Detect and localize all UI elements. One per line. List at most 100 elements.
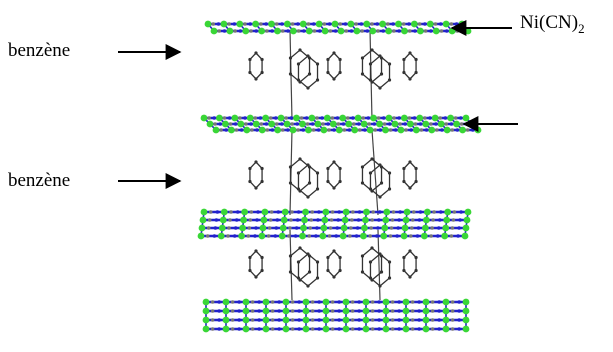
nicn-layer-4 [202, 298, 470, 333]
layer-3-ni-atom [363, 208, 370, 216]
layer-3-cn-atom [226, 234, 230, 238]
layer-4-cn-atom [370, 300, 375, 304]
benzene-layer-2-carbon-atom [332, 160, 336, 164]
layer-2-cn-atom [234, 128, 239, 132]
layer-2-cn-atom [296, 128, 300, 132]
benzene-layer-2-carbon-atom [402, 166, 406, 171]
layer-3-cn-atom [288, 226, 292, 230]
benzene-layer-2-carbon-atom [378, 195, 382, 199]
layer-1-ni-atom [220, 20, 228, 28]
layer-3-cn-atom [328, 226, 333, 230]
benzene-layer-3-carbon-atom [402, 268, 406, 273]
benzene-layer-1-carbon-atom [248, 57, 252, 62]
layer-1-ni-atom [385, 27, 393, 35]
layer-3-cn-atom [389, 226, 394, 230]
layer-3-cn-atom [208, 210, 213, 214]
benzene-layer-3-carbon-atom [414, 255, 418, 260]
layer-3-cn-atom [269, 210, 274, 214]
layer-2-cn-atom [413, 122, 418, 126]
layer-1-cn-atom [296, 22, 300, 26]
layer-3-ni-atom [238, 232, 246, 240]
layer-1-cn-atom [413, 29, 417, 33]
layer-4-ni-atom [462, 307, 470, 315]
layer-4-cn-atom [437, 309, 442, 313]
layer-2-ni-atom [277, 114, 285, 122]
layer-4-ni-atom [342, 325, 350, 333]
layer-4-cn-atom [297, 318, 302, 322]
layer-2-ni-atom [437, 120, 445, 128]
benzene-layer-2-carbon-atom [315, 171, 320, 175]
layer-4-cn-atom [290, 309, 295, 313]
layer-4-ni-atom [322, 307, 330, 315]
layer-3-cn-atom [409, 226, 414, 230]
layer-1-cn-atom [460, 29, 465, 33]
layer-3-cn-atom [267, 226, 272, 230]
benzene-layer-3-carbon-atom [306, 284, 310, 288]
benzene-layer-1-carbon-atom [370, 48, 374, 52]
benzene-layer-2-ring [327, 161, 341, 189]
layer-3-cn-atom [246, 234, 251, 238]
layer-4-cn-atom [237, 327, 241, 331]
layer-4-ni-atom [282, 316, 290, 324]
layer-4-ni-atom [322, 325, 330, 333]
layer-2-cn-atom [351, 116, 355, 120]
layer-1-cn-atom [333, 29, 338, 33]
layer-4-ni-atom [222, 307, 230, 315]
layer-4-cn-atom [357, 318, 362, 322]
benzene-layer-3-carbon-atom [360, 254, 365, 258]
layer-2-cn-atom [440, 128, 444, 132]
layer-2-ni-atom [243, 126, 251, 134]
layer-3-cn-atom [316, 218, 320, 222]
layer-4-ni-atom [262, 316, 270, 324]
layer-3-cn-atom [276, 210, 281, 214]
layer-2-cn-atom [222, 116, 227, 120]
layer-3-cn-atom [310, 210, 315, 214]
benzene-layer-1-carbon-atom [387, 62, 392, 66]
layer-3-cn-atom [375, 234, 379, 238]
layer-3-cn-atom [206, 226, 211, 230]
benzene-layer-2-carbon-atom [338, 179, 342, 184]
layer-2-cn-atom [351, 122, 356, 126]
benzene-layer-1-carbon-atom [307, 72, 312, 76]
layer-3-ni-atom [199, 216, 207, 224]
layer-3-cn-atom [293, 234, 298, 238]
benzene-layer-3-carbon-atom [254, 249, 258, 253]
layer-3-ni-atom [464, 208, 472, 216]
layer-4-cn-atom [410, 300, 415, 304]
benzene-layer-2-carbon-atom [414, 166, 418, 171]
layer-1-cn-atom [407, 29, 412, 33]
layer-3-ni-atom [197, 232, 205, 240]
layer-4-cn-atom [270, 300, 275, 304]
layer-3-ni-atom [361, 224, 368, 232]
layer-4-cn-atom [457, 309, 462, 313]
layer-4-ni-atom [222, 325, 230, 333]
layer-3-cn-atom [368, 234, 372, 238]
layer-3-cn-atom [429, 234, 433, 238]
layer-4-cn-atom [410, 309, 415, 313]
layer-4-cn-atom [417, 327, 422, 331]
layer-1-cn-atom [423, 22, 427, 26]
layer-1-cn-atom [392, 29, 396, 33]
layer-3-ni-atom [421, 224, 429, 232]
layer-2-cn-atom [342, 128, 347, 132]
layer-4-cn-atom [390, 309, 395, 313]
layer-2-cn-atom [265, 128, 270, 132]
layer-1-ni-atom [204, 20, 212, 28]
layer-1-cn-atom [290, 22, 295, 26]
benzene-layer-3-carbon-atom [370, 246, 374, 250]
layer-2-cn-atom [357, 122, 361, 126]
layer-1-ni-atom [268, 20, 275, 28]
layer-3-ni-atom [281, 208, 289, 216]
layer-2-cn-atom [299, 116, 304, 120]
layer-2-cn-atom [233, 122, 238, 126]
layer-2-ni-atom [431, 114, 439, 122]
layer-1-ni-atom [274, 27, 281, 35]
layer-4-cn-atom [250, 309, 255, 313]
layer-4-cn-atom [317, 318, 322, 322]
layer-2-cn-atom [438, 116, 443, 120]
layer-3-cn-atom [410, 218, 415, 222]
layer-3-cn-atom [459, 210, 463, 214]
layer-2-cn-atom [332, 128, 336, 132]
layer-1-cn-atom [397, 29, 401, 33]
layer-3-ni-atom [301, 216, 308, 224]
